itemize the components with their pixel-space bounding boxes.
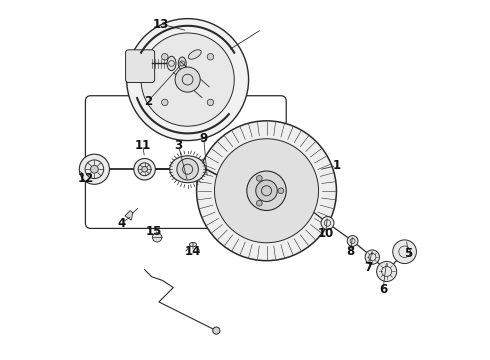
Text: 8: 8 bbox=[346, 245, 355, 258]
Circle shape bbox=[207, 99, 214, 105]
Text: 3: 3 bbox=[174, 139, 183, 152]
Text: 11: 11 bbox=[135, 139, 151, 152]
Ellipse shape bbox=[167, 56, 176, 71]
Circle shape bbox=[162, 54, 168, 60]
Circle shape bbox=[126, 19, 248, 140]
Circle shape bbox=[347, 235, 358, 246]
Text: 14: 14 bbox=[185, 245, 201, 258]
Text: 2: 2 bbox=[144, 95, 152, 108]
Circle shape bbox=[91, 165, 98, 173]
Text: 13: 13 bbox=[152, 18, 169, 31]
Text: 1: 1 bbox=[332, 159, 341, 172]
Circle shape bbox=[175, 67, 200, 92]
Circle shape bbox=[79, 154, 109, 184]
Circle shape bbox=[256, 180, 277, 202]
Circle shape bbox=[177, 158, 198, 180]
Text: 5: 5 bbox=[404, 247, 412, 260]
Circle shape bbox=[215, 139, 318, 243]
Text: 9: 9 bbox=[199, 132, 208, 145]
Text: 6: 6 bbox=[379, 283, 387, 296]
Polygon shape bbox=[125, 211, 133, 220]
Ellipse shape bbox=[178, 57, 186, 70]
Circle shape bbox=[278, 188, 284, 194]
Circle shape bbox=[393, 240, 416, 264]
Circle shape bbox=[207, 54, 214, 60]
Circle shape bbox=[256, 200, 262, 206]
Circle shape bbox=[365, 250, 379, 264]
Text: 15: 15 bbox=[146, 225, 162, 238]
Text: 10: 10 bbox=[318, 227, 334, 240]
Text: 7: 7 bbox=[365, 261, 373, 274]
FancyBboxPatch shape bbox=[125, 50, 155, 82]
Circle shape bbox=[134, 158, 155, 180]
Text: 12: 12 bbox=[77, 172, 94, 185]
Circle shape bbox=[152, 233, 162, 242]
Circle shape bbox=[256, 175, 262, 181]
Circle shape bbox=[141, 33, 234, 126]
Circle shape bbox=[162, 99, 168, 105]
Circle shape bbox=[321, 217, 334, 229]
Circle shape bbox=[142, 166, 147, 172]
Ellipse shape bbox=[190, 242, 196, 247]
Circle shape bbox=[377, 261, 397, 282]
Ellipse shape bbox=[188, 50, 201, 59]
Text: 4: 4 bbox=[117, 216, 125, 230]
Circle shape bbox=[196, 121, 337, 261]
Circle shape bbox=[213, 327, 220, 334]
Circle shape bbox=[247, 171, 286, 211]
Ellipse shape bbox=[170, 156, 205, 183]
